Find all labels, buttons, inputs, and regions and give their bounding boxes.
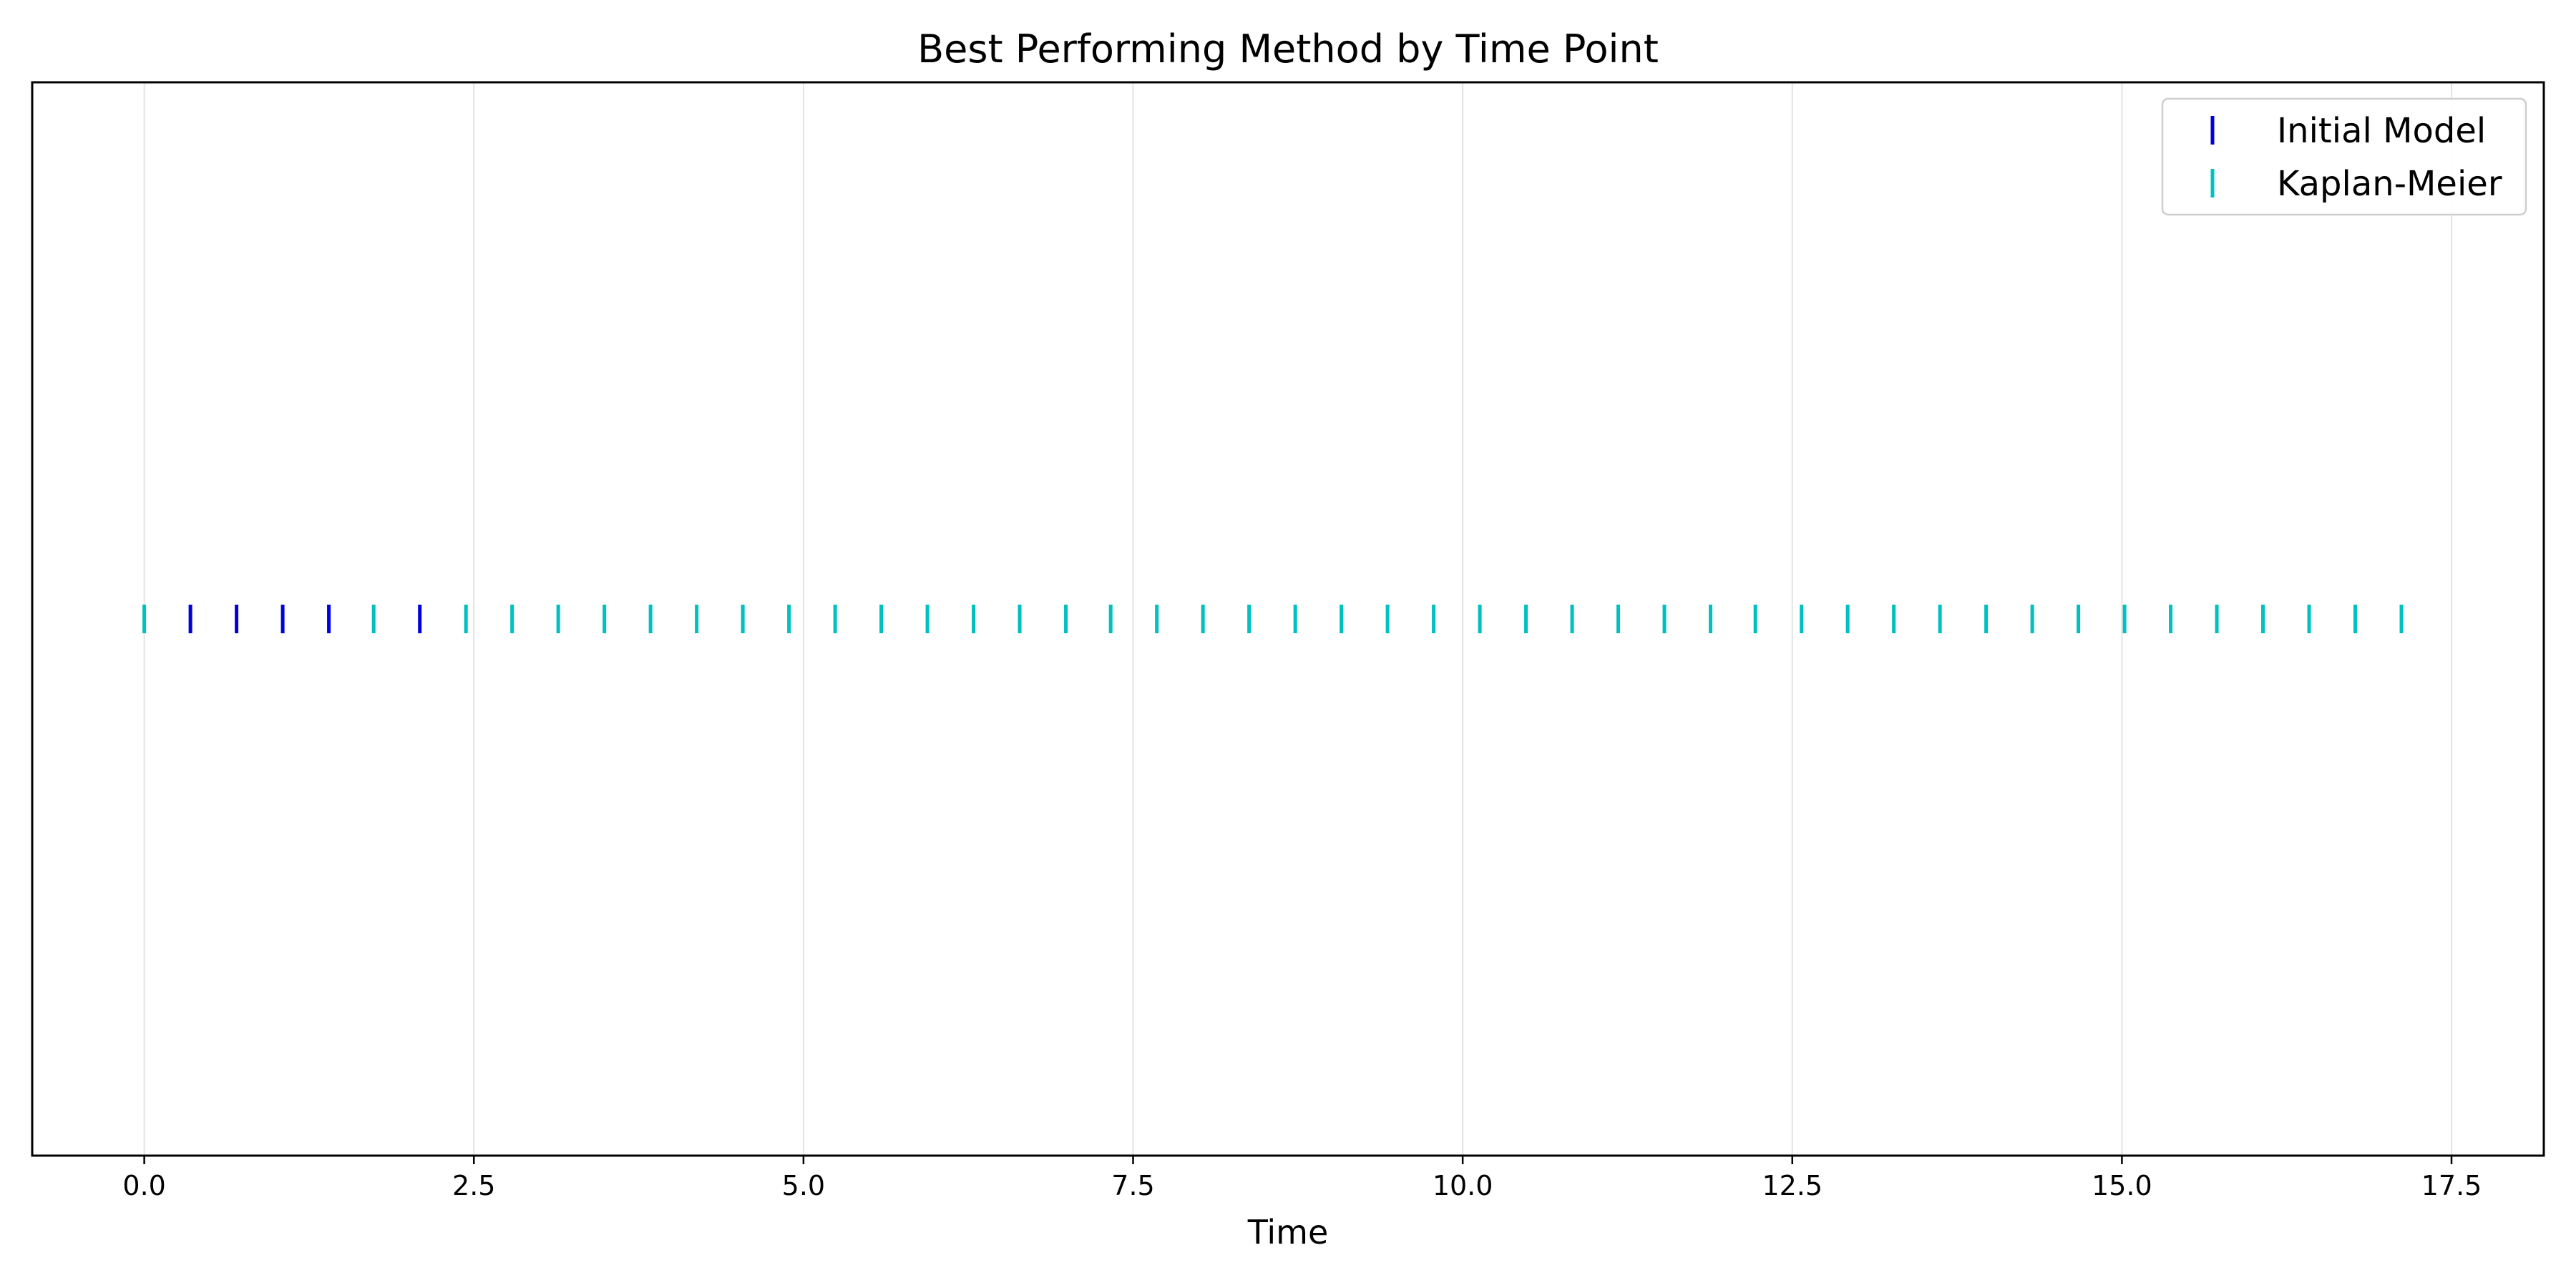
- x-tick-label: 2.5: [452, 1170, 495, 1201]
- x-tick-label: 0.0: [122, 1170, 165, 1201]
- x-tick-label: 17.5: [2421, 1170, 2482, 1201]
- legend: Initial Model Kaplan-Meier: [2161, 97, 2527, 216]
- grid-lines: [143, 82, 2453, 1156]
- x-tick-label: 12.5: [1762, 1170, 1823, 1201]
- x-tick-label: 10.0: [1433, 1170, 1493, 1201]
- x-axis-label: Time: [1247, 1213, 1329, 1252]
- x-tick-label: 7.5: [1111, 1170, 1154, 1201]
- x-tick-label: 5.0: [782, 1170, 825, 1201]
- legend-label: Initial Model: [2277, 111, 2486, 151]
- x-tick-label: 15.0: [2092, 1170, 2152, 1201]
- legend-label: Kaplan-Meier: [2277, 164, 2502, 204]
- legend-box: [2161, 97, 2527, 216]
- x-axis-ticks: 0.0 2.5 5.0 7.5 10.0 12.5 15.0 17.5: [122, 1156, 2482, 1201]
- data-marks: [142, 605, 2404, 633]
- plot-frame: [31, 81, 2545, 1157]
- chart-title: Best Performing Method by Time Point: [917, 26, 1659, 72]
